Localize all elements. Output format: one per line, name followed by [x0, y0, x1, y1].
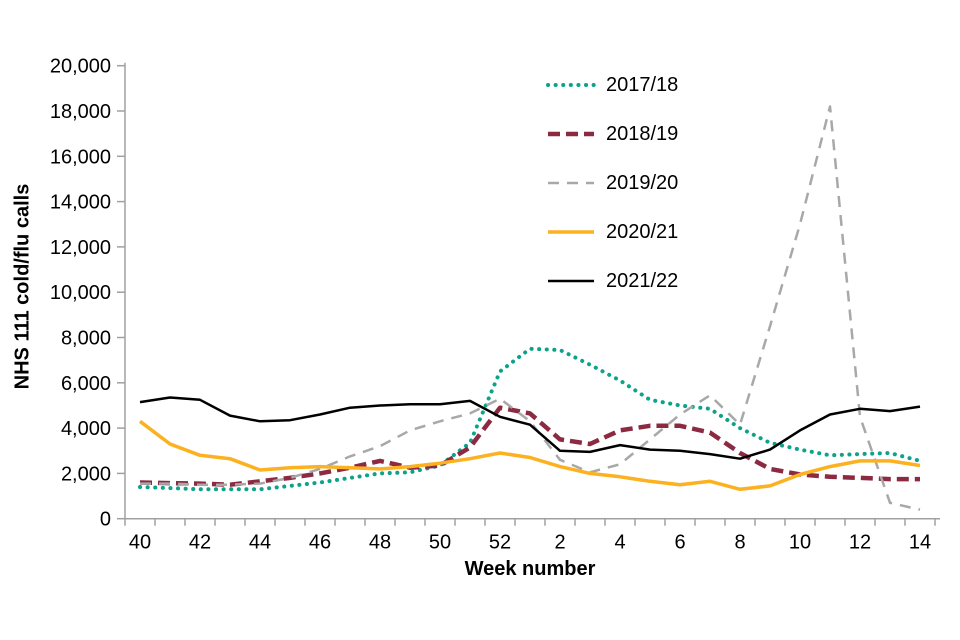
- series-line-2021-22: [139, 396, 921, 460]
- legend-item-2021-22: 2021/22: [545, 256, 678, 305]
- y-tick-label: 14,000: [50, 192, 111, 214]
- legend-label: 2017/18: [606, 73, 679, 96]
- legend-item-2018-19: 2018/19: [545, 109, 678, 158]
- x-tick-label: 46: [309, 532, 331, 554]
- x-axis-title: Week number: [464, 558, 596, 580]
- legend-item-2019-20: 2019/20: [545, 158, 678, 207]
- y-tick-label: 18,000: [50, 101, 111, 123]
- legend-swatch-2018-19: [548, 131, 594, 136]
- legend-swatch-2020-21: [548, 229, 594, 234]
- x-tick-label: 14: [909, 532, 931, 554]
- legend-label: 2018/19: [606, 122, 679, 145]
- y-tick-label: 2,000: [61, 463, 111, 485]
- legend-swatch-2019-20: [548, 181, 594, 184]
- x-tick-label: 6: [674, 532, 685, 554]
- y-tick-label: 4,000: [61, 418, 111, 440]
- legend-label: 2020/21: [606, 220, 679, 243]
- series-line-2017-18: [138, 346, 922, 492]
- series-line-2020-21: [138, 419, 921, 492]
- x-tick-label: 48: [369, 532, 391, 554]
- y-tick-label: 20,000: [50, 56, 111, 78]
- y-tick-label: 12,000: [50, 237, 111, 259]
- axes: [117, 62, 940, 526]
- y-tick-label: 16,000: [50, 146, 111, 168]
- series-line-2018-19: [139, 405, 920, 487]
- series-line-2019-20: [140, 105, 921, 511]
- legend-swatch-2021-22: [548, 279, 594, 282]
- y-tick-label: 8,000: [61, 328, 111, 350]
- legend-label: 2021/22: [606, 269, 679, 292]
- x-tick-label: 12: [849, 532, 871, 554]
- x-tick-label: 8: [734, 532, 745, 554]
- x-tick-label: 44: [249, 532, 271, 554]
- legend-item-2017-18: 2017/18: [545, 60, 678, 109]
- tick-labels: 0 2,000 4,000 6,000 8,000 10,000 12,000 14,000 1…: [50, 56, 931, 554]
- legend: 2017/18 2018/19 2019/20 2020/21 2021/22: [545, 60, 678, 305]
- y-tick-label: 10,000: [50, 282, 111, 304]
- x-tick-label: 10: [789, 532, 811, 554]
- legend-item-2020-21: 2020/21: [545, 207, 678, 256]
- legend-label: 2019/20: [606, 171, 679, 194]
- x-tick-label: 52: [489, 532, 511, 554]
- x-tick-label: 4: [614, 532, 625, 554]
- y-axis-title: NHS 111 cold/flu calls: [11, 183, 34, 390]
- y-tick-label: 6,000: [61, 373, 111, 395]
- legend-swatch-2017-18: [546, 82, 596, 87]
- x-tick-label: 2: [554, 532, 565, 554]
- x-tick-label: 40: [129, 532, 151, 554]
- x-tick-label: 42: [189, 532, 211, 554]
- x-tick-label: 50: [429, 532, 451, 554]
- y-tick-label: 0: [100, 509, 111, 531]
